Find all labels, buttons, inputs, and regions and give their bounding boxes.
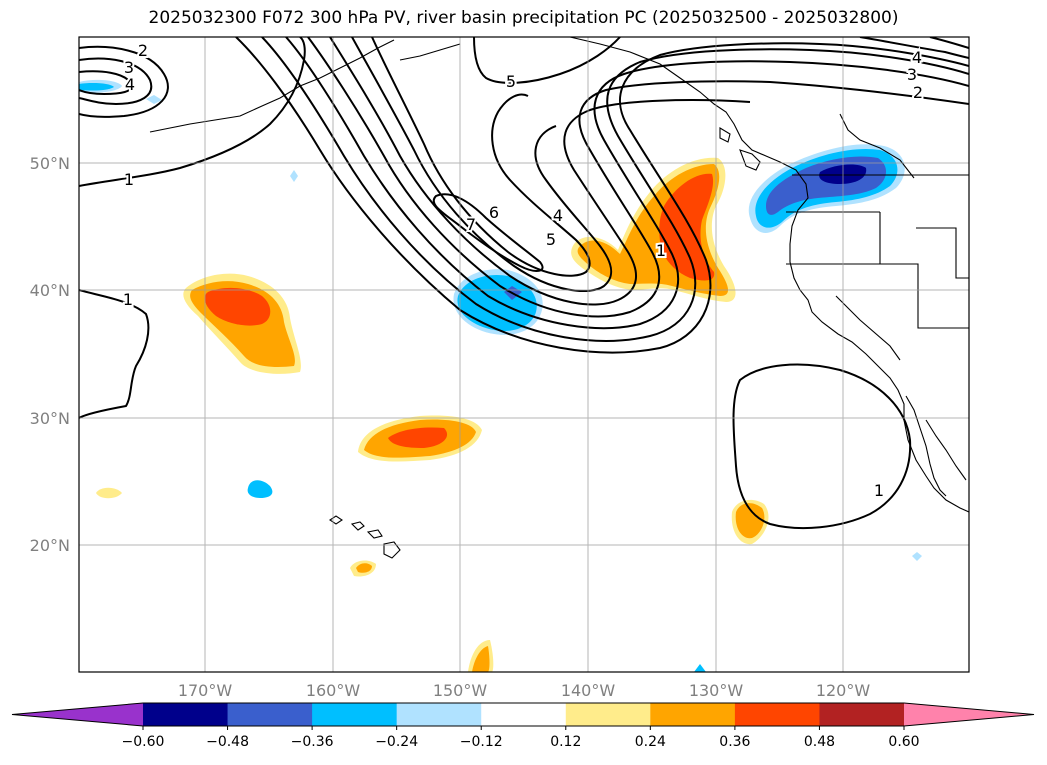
contour-label: 3 <box>907 65 917 84</box>
precip-speck-bottom-blue <box>694 664 706 672</box>
contour-label: 7 <box>466 215 476 234</box>
colorbar-tick-label: 0.60 <box>888 734 919 750</box>
contour-label: 5 <box>506 72 516 91</box>
colorbar-tick-label: −0.24 <box>375 734 418 750</box>
lat-label: 30°N <box>30 409 70 428</box>
colorbar-extend-max <box>904 703 1034 726</box>
contour-label: 4 <box>553 206 563 225</box>
colorbar-segment <box>312 703 398 726</box>
coastlines <box>149 37 969 559</box>
colorbar-segment <box>650 703 736 726</box>
map-panel <box>79 37 969 672</box>
contour-label: 4 <box>125 75 135 94</box>
contour-label: 1 <box>124 170 134 189</box>
colorbar-tick-label: −0.60 <box>122 734 165 750</box>
contour-label: 2 <box>913 83 923 102</box>
colorbar-segment <box>565 703 651 726</box>
lon-labels: 170°W 160°W 150°W 140°W 130°W 120°W <box>178 681 871 700</box>
colorbar-tick-label: 0.48 <box>804 734 835 750</box>
colorbar-tick-label: −0.48 <box>206 734 249 750</box>
colorbar-tick-label: −0.12 <box>460 734 503 750</box>
colorbar-segment <box>819 703 905 726</box>
colorbar-extend-min <box>12 703 143 726</box>
precip-positive-west <box>183 273 301 374</box>
colorbar-segment <box>396 703 482 726</box>
colorbar-segment <box>481 703 567 726</box>
colorbar-tick-label: 0.12 <box>550 734 581 750</box>
colorbar-tick-label: 0.36 <box>719 734 750 750</box>
lon-label: 120°W <box>816 681 871 700</box>
contour-labels: 2 3 4 5 1 1 7 6 4 5 1 4 3 2 1 <box>121 39 925 502</box>
lon-label: 150°W <box>433 681 488 700</box>
lon-label: 160°W <box>306 681 361 700</box>
lon-label: 140°W <box>561 681 616 700</box>
contour-label: 5 <box>546 230 556 249</box>
contour-label: 1 <box>656 241 666 260</box>
contour-label: 1 <box>123 290 133 309</box>
gridlines <box>79 37 969 672</box>
contour-label: 3 <box>124 58 134 77</box>
precip-speck-west <box>96 487 122 499</box>
colorbar-segment <box>227 703 313 726</box>
colorbar: −0.60 −0.48 −0.36 −0.24 −0.12 0.12 0.24 0.36 0.4… <box>11 702 1035 750</box>
lon-label: 170°W <box>178 681 233 700</box>
precip-negative-nw <box>79 79 162 104</box>
contour-label: 6 <box>489 203 499 222</box>
lat-labels: 50°N 40°N 30°N 20°N <box>30 154 70 555</box>
lon-label: 130°W <box>689 681 744 700</box>
lat-label: 20°N <box>30 536 70 555</box>
precip-speck-se <box>912 552 922 561</box>
colorbar-segment <box>143 703 229 726</box>
lat-label: 50°N <box>30 154 70 173</box>
lat-label: 40°N <box>30 281 70 300</box>
precip-speck-blue <box>247 480 273 498</box>
precip-speck <box>290 170 298 182</box>
colorbar-segment <box>734 703 820 726</box>
contour-label: 1 <box>874 481 884 500</box>
colorbar-tick-label: 0.24 <box>635 734 666 750</box>
map-title: 2025032300 F072 300 hPa PV, river basin … <box>148 8 899 28</box>
map-border <box>78 36 970 673</box>
contour-label: 4 <box>912 48 922 67</box>
precip-positive-south <box>358 415 482 462</box>
contour-label: 2 <box>138 41 148 60</box>
colorbar-tick-label: −0.36 <box>291 734 334 750</box>
pv-contours <box>79 37 969 530</box>
